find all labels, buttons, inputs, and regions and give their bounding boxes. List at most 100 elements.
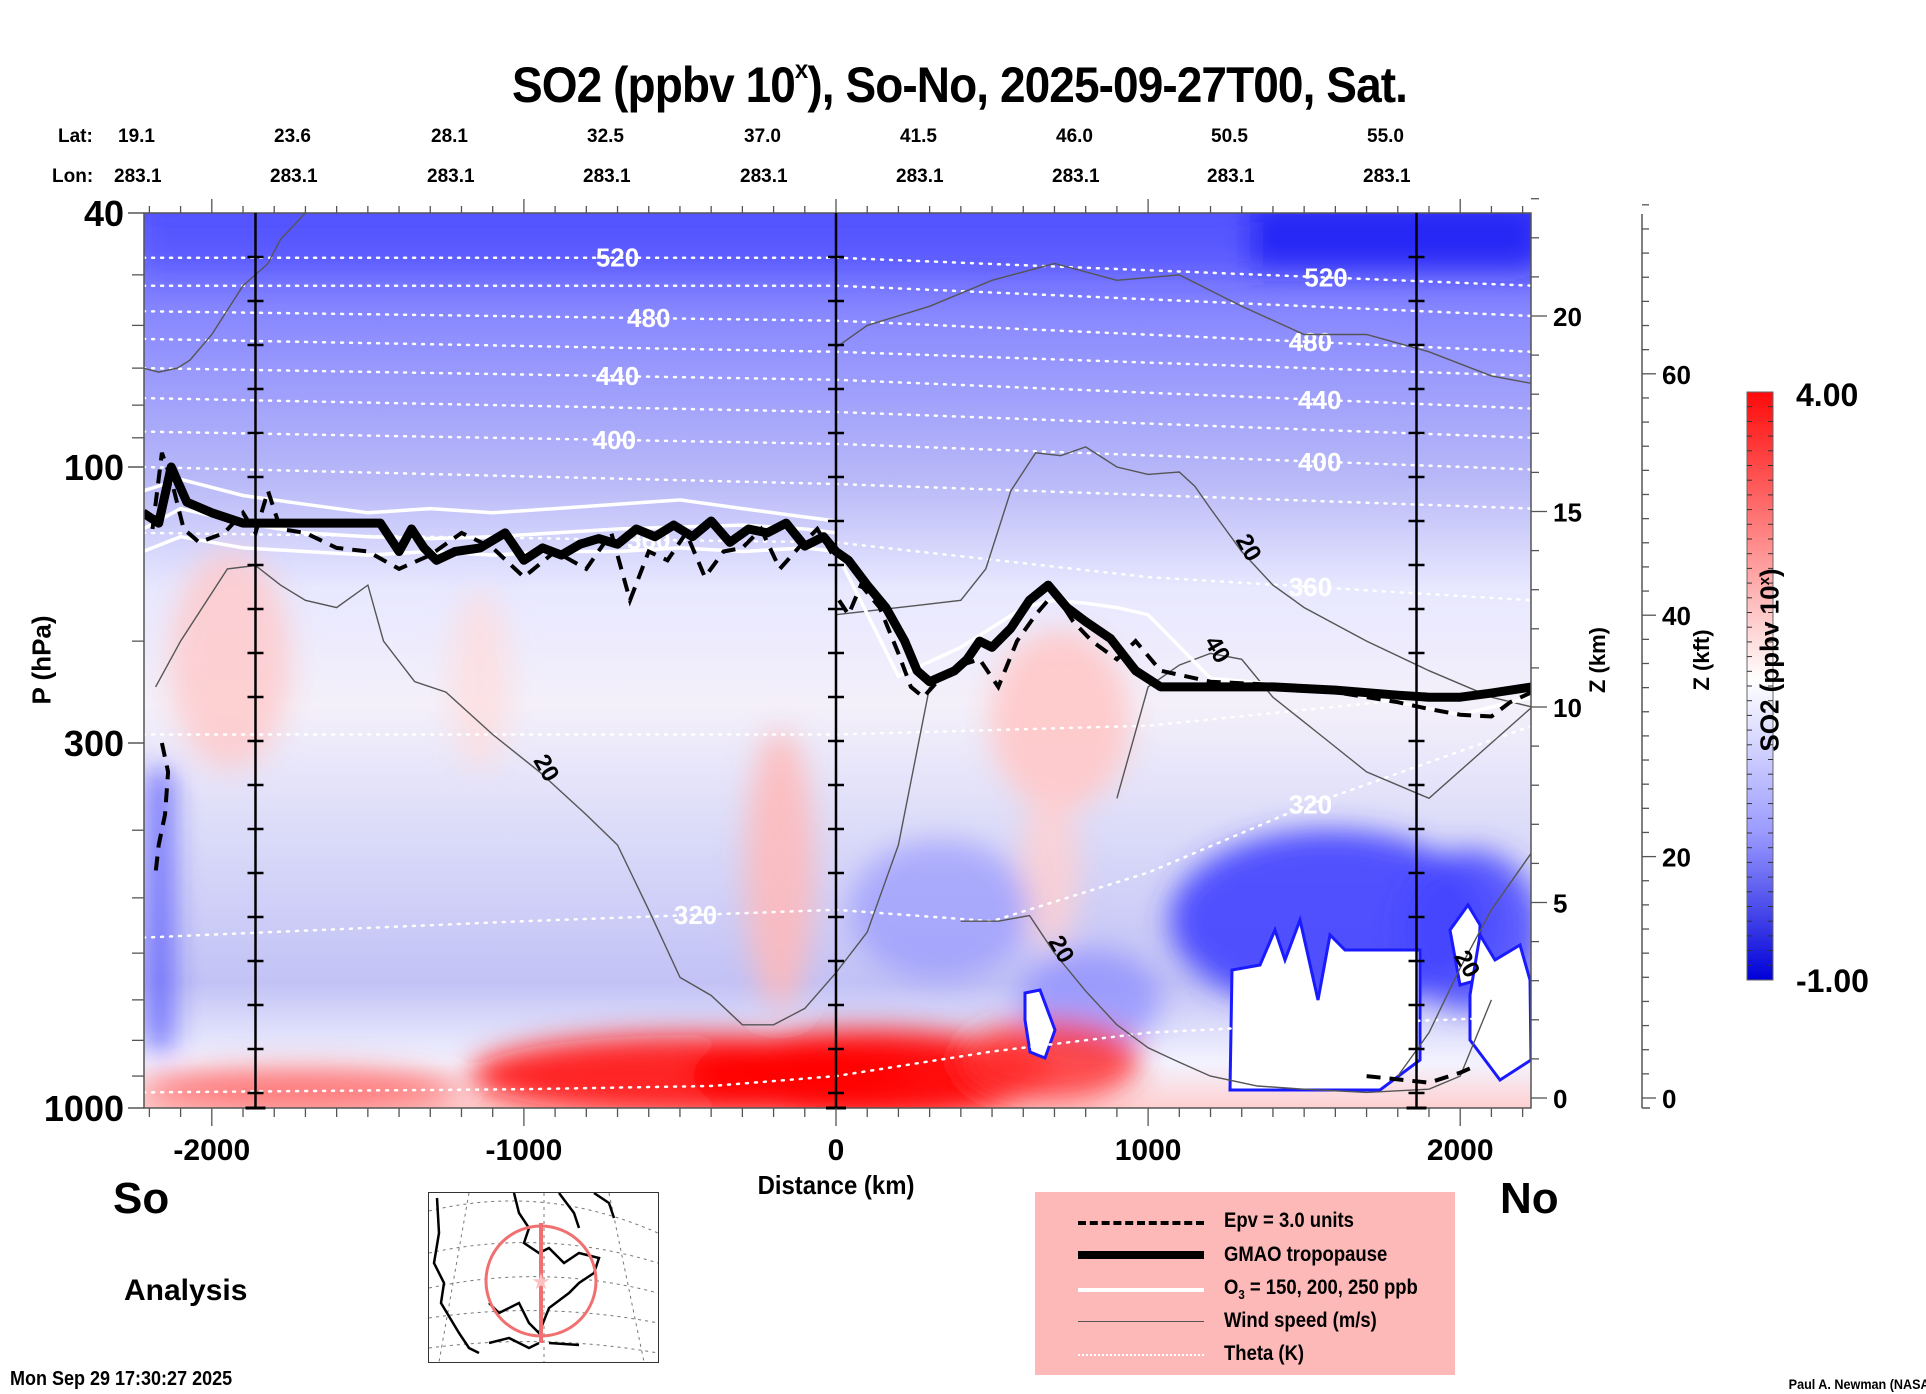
epv-contours [150,452,1531,1085]
zkft-tick-label: 20 [1662,843,1691,873]
zkm-tick-label: 15 [1553,498,1582,528]
legend-item-tropopause: GMAO tropopause [1035,1240,1455,1270]
ozone-contour-250 [144,477,837,523]
wind-contour-20 [144,213,306,373]
theta-label: 520 [1304,262,1347,292]
zkft-tick-label: 40 [1662,601,1691,631]
wind-contour-20 [835,262,1531,385]
x-tick-label: -2000 [173,1134,250,1167]
lat-value: 23.6 [274,126,311,147]
legend: Epv = 3.0 units GMAO tropopause O3 = 150… [1035,1192,1455,1375]
zkft-tick-label: 0 [1662,1084,1676,1114]
theta-label: 440 [1298,385,1341,415]
wind-contour-20 [960,914,1493,1094]
theta-label: 360 [1289,572,1332,602]
epv-contour [150,452,838,607]
zkm-tick-label: 10 [1553,693,1582,723]
wind-contour-20 [835,446,1531,708]
colorbar-label: SO2 (ppbv 10x) [1754,568,1785,752]
epv-contour [837,581,1531,719]
legend-label: Epv = 3.0 units [1224,1209,1354,1232]
inset-map-graphic: ★ [428,1191,659,1363]
lon-value: 283.1 [270,166,318,187]
y-tick-label: 1000 [44,1088,124,1129]
lon-value: 283.1 [427,166,475,187]
legend-label: GMAO tropopause [1224,1243,1388,1266]
analysis-label: Analysis [124,1274,248,1307]
axes: -2000 -1000 0 1000 2000 40 100 300 1000 0 5 10 15 20 0… [44,193,1691,1167]
theta-label: 400 [593,425,636,455]
y-axis-title: P (hPa) [26,615,57,705]
theta-label: 320 [1289,789,1332,819]
theta-line-360 [144,531,1531,602]
y-tick-label: 40 [84,193,124,234]
lon-value: 283.1 [1363,166,1411,187]
lon-value: 283.1 [740,166,788,187]
theta-label: 440 [596,361,639,391]
z-km-axis-title: Z (km) [1585,627,1610,693]
coastlines [432,1191,616,1355]
lon-value: 283.1 [583,166,631,187]
y-tick-label: 300 [64,723,124,764]
y-tick-label: 100 [64,447,124,488]
legend-item-epv: Epv = 3.0 units [1035,1206,1455,1236]
lat-value: 41.5 [900,126,937,147]
lat-value: 28.1 [431,126,468,147]
lat-value: 19.1 [118,126,155,147]
colorbar-min-label: -1.00 [1796,963,1869,999]
vertical-markers [245,213,1427,1110]
theta-label: 320 [674,900,717,930]
theta-line-swatch [1078,1354,1204,1356]
tropopause-path [144,462,1531,702]
theta-label: 480 [1289,327,1332,357]
wind-contour-20 [154,564,931,1026]
zkm-tick-label: 0 [1553,1084,1567,1114]
timestamp: Mon Sep 29 17:30:27 2025 [10,1368,233,1390]
epv-contour [1366,1063,1477,1085]
wind-contour-20 [1397,852,1531,1077]
z-kft-axis-title: Z (kft) [1689,629,1714,691]
x-tick-label: 1000 [1115,1134,1182,1167]
inset-map: ★ [428,1191,659,1363]
wind-line-swatch [1078,1321,1204,1322]
ozone-line-swatch [1078,1288,1204,1292]
legend-item-theta: Theta (K) [1035,1339,1455,1369]
colorbar: 4.00 -1.00 [1746,377,1869,999]
chart-title: SO2 (ppbv 10x), So-No, 2025-09-27T00, Sa… [512,54,1408,113]
lon-value: 283.1 [1052,166,1100,187]
lat-value: 46.0 [1056,126,1093,147]
lat-value: 32.5 [587,126,624,147]
zkm-tick-label: 5 [1553,889,1567,919]
zkft-tick-label: 60 [1662,360,1691,390]
lon-value: 283.1 [896,166,944,187]
north-label: No [1500,1174,1559,1223]
legend-item-wind: Wind speed (m/s) [1035,1306,1455,1336]
epv-contour [153,742,171,873]
credit: Paul A. Newman (NASA [1789,1376,1926,1392]
tropopause-line [144,462,1531,702]
lon-value: 283.1 [114,166,162,187]
lat-value: 55.0 [1367,126,1404,147]
lat-row-label: Lat: [58,126,93,147]
zkm-tick-label: 20 [1553,302,1582,332]
lon-value: 283.1 [1207,166,1255,187]
x-tick-label: 0 [828,1134,845,1167]
lat-value: 37.0 [744,126,781,147]
epv-line-swatch [1078,1221,1204,1225]
legend-label: Wind speed (m/s) [1224,1309,1377,1332]
lat-value: 50.5 [1211,126,1248,147]
x-tick-label: 2000 [1427,1134,1494,1167]
colorbar-max-label: 4.00 [1796,377,1858,413]
theta-line-320 [144,724,1531,939]
legend-label: Theta (K) [1224,1342,1305,1365]
theta-label: 480 [627,303,670,333]
legend-label: O3 = 150, 200, 250 ppb [1224,1276,1418,1303]
lon-row-label: Lon: [52,166,94,187]
tropopause-line-swatch [1078,1251,1204,1259]
graticule [428,1192,659,1363]
theta-label: 400 [1298,447,1341,477]
south-label: So [113,1174,170,1223]
missing-data-regions [1023,902,1531,1092]
x-tick-label: -1000 [486,1134,563,1167]
